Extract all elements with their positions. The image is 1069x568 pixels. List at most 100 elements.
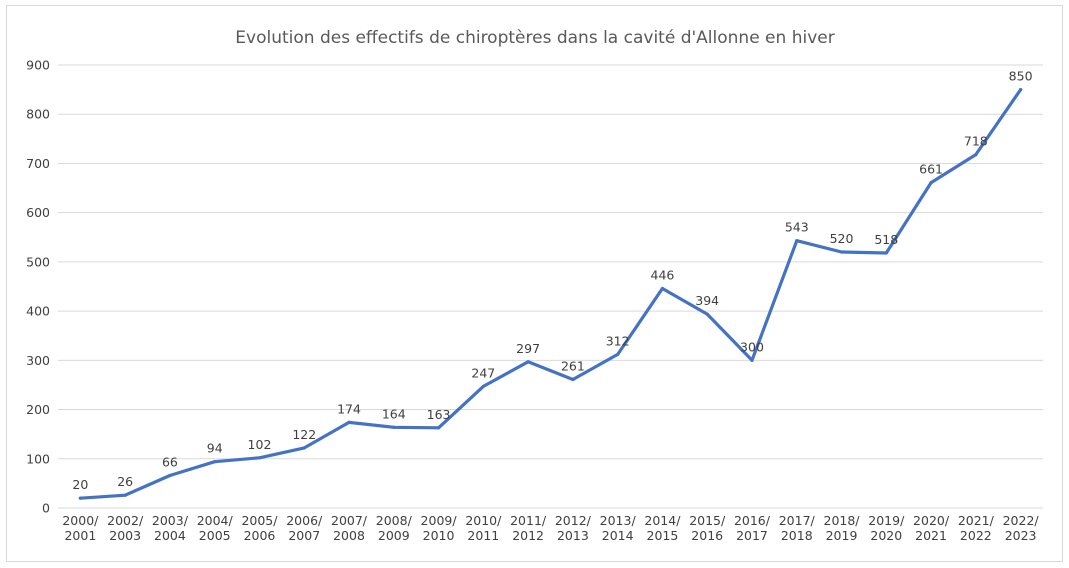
- data-label: 122: [292, 427, 316, 442]
- data-point: [884, 251, 888, 255]
- x-tick-label: 2000/2001: [62, 513, 99, 543]
- x-tick-label: 2015/2016: [689, 513, 726, 543]
- data-point: [750, 358, 754, 362]
- x-tick-label: 2021/2022: [958, 513, 995, 543]
- x-tick-label-line: 2015/: [689, 513, 726, 528]
- x-tick-label: 2019/2020: [868, 513, 905, 543]
- x-tick-label-line: 2002/: [107, 513, 144, 528]
- x-tick-label: 2020/2021: [913, 513, 950, 543]
- x-tick-label-line: 2008/: [376, 513, 413, 528]
- x-tick-label: 2011/2012: [510, 513, 547, 543]
- y-tick-label: 900: [26, 58, 50, 73]
- data-point: [1019, 88, 1023, 92]
- x-tick-label-line: 2011: [467, 528, 499, 543]
- x-tick-label-line: 2019: [826, 528, 858, 543]
- data-point: [78, 496, 82, 500]
- x-tick-label-line: 2004/: [197, 513, 234, 528]
- data-label: 164: [382, 406, 406, 421]
- x-tick-label-line: 2005: [199, 528, 231, 543]
- x-tick-label-line: 2010/: [465, 513, 502, 528]
- x-tick-label-line: 2007/: [331, 513, 368, 528]
- x-tick-label-line: 2009/: [421, 513, 458, 528]
- x-tick-label-line: 2013/: [600, 513, 637, 528]
- y-tick-label: 0: [42, 501, 50, 516]
- series-line: [78, 87, 1023, 500]
- data-point: [660, 286, 665, 291]
- data-point: [392, 425, 396, 429]
- data-label: 66: [162, 455, 178, 470]
- data-point: [526, 360, 530, 364]
- x-tick-label: 2018/2019: [824, 513, 861, 543]
- data-label: 543: [785, 220, 809, 235]
- data-label: 261: [561, 359, 585, 374]
- x-tick-label: 2014/2015: [644, 513, 681, 543]
- x-tick-label-line: 2006: [244, 528, 276, 543]
- x-tick-label: 2005/2006: [241, 513, 278, 543]
- x-tick-label: 2016/2017: [734, 513, 771, 543]
- data-label: 247: [471, 365, 495, 380]
- x-tick-label-line: 2003: [109, 528, 141, 543]
- x-tick-label-line: 2008: [333, 528, 365, 543]
- data-point: [347, 420, 351, 424]
- x-tick-label-line: 2013: [557, 528, 589, 543]
- data-label: 718: [964, 134, 988, 149]
- x-tick-label: 2013/2014: [600, 513, 637, 543]
- x-tick-label-line: 2017/: [779, 513, 816, 528]
- data-label: 446: [651, 267, 675, 282]
- data-label: 163: [427, 407, 451, 422]
- data-label: 26: [117, 474, 133, 489]
- data-point: [705, 312, 709, 316]
- y-tick-label: 400: [26, 304, 50, 319]
- x-tick-label-line: 2018/: [824, 513, 861, 528]
- data-point: [257, 456, 262, 460]
- x-tick-label-line: 2014/: [644, 513, 681, 528]
- x-tick-label: 2008/2009: [376, 513, 413, 543]
- y-tick-label: 200: [26, 402, 50, 417]
- data-point: [974, 152, 978, 157]
- x-tick-label-line: 2022/: [1003, 513, 1040, 528]
- data-point: [795, 239, 799, 243]
- data-label: 394: [695, 293, 719, 308]
- chart-title: Evolution des effectifs de chiroptères d…: [235, 28, 834, 48]
- data-label: 300: [740, 339, 764, 354]
- x-tick-label-line: 2018: [781, 528, 813, 543]
- data-point: [929, 181, 933, 185]
- data-point: [168, 473, 172, 478]
- x-tick-label-line: 2004: [154, 528, 186, 543]
- data-label: 312: [606, 333, 630, 348]
- x-tick-label-line: 2005/: [241, 513, 278, 528]
- data-point: [213, 460, 217, 464]
- data-label: 20: [72, 477, 88, 492]
- x-tick-label-line: 2007: [288, 528, 320, 543]
- data-point: [436, 426, 441, 430]
- x-tick-label-line: 2011/: [510, 513, 547, 528]
- x-tick-label-line: 2000/: [62, 513, 99, 528]
- x-tick-label-line: 2015: [647, 528, 679, 543]
- x-tick-label: 2012/2013: [555, 513, 592, 543]
- x-tick-label-line: 2017: [736, 528, 768, 543]
- x-tick-label-line: 2003/: [152, 513, 189, 528]
- x-tick-label-line: 2016: [691, 528, 723, 543]
- data-point: [839, 250, 844, 254]
- x-tick-label-line: 2020/: [913, 513, 950, 528]
- x-axis: 2000/20012002/20032003/20042004/20052005…: [62, 513, 1039, 543]
- x-tick-label: 2004/2005: [197, 513, 234, 543]
- y-tick-label: 600: [26, 205, 50, 220]
- x-tick-label-line: 2021/: [958, 513, 995, 528]
- x-tick-label-line: 2023: [1005, 528, 1037, 543]
- y-axis: 0 100 200 300 400 500 600 700 800 900: [26, 58, 50, 516]
- data-point: [302, 446, 306, 450]
- x-tick-label-line: 2001: [64, 528, 96, 543]
- series-layer: [78, 87, 1023, 500]
- data-label: 520: [830, 231, 854, 246]
- data-point: [123, 493, 127, 497]
- x-tick-label: 2003/2004: [152, 513, 189, 543]
- x-tick-label-line: 2006/: [286, 513, 323, 528]
- gridlines: [58, 64, 1043, 509]
- x-tick-label: 2002/2003: [107, 513, 144, 543]
- x-tick-label: 2017/2018: [779, 513, 816, 543]
- x-tick-label: 2006/2007: [286, 513, 323, 543]
- data-label: 850: [1009, 69, 1033, 84]
- x-tick-label: 2010/2011: [465, 513, 502, 543]
- x-tick-label-line: 2022: [960, 528, 992, 543]
